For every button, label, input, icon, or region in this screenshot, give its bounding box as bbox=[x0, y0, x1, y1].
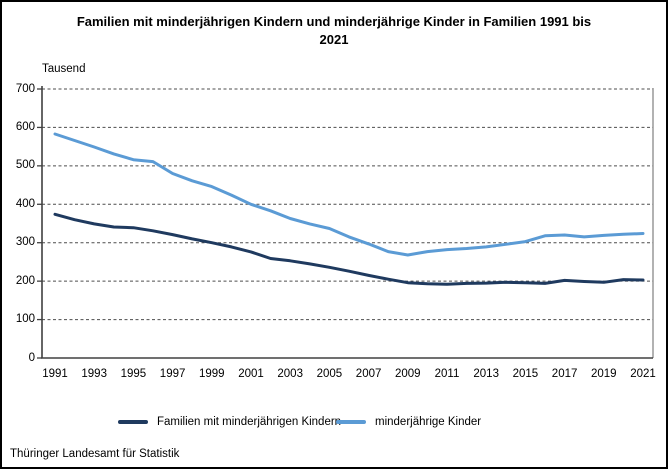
chart-legend: Familien mit minderjährigen Kindern mind… bbox=[2, 413, 666, 431]
legend-label-kinder: minderjährige Kinder bbox=[375, 416, 482, 428]
y-axis-unit-label: Tausend bbox=[42, 63, 86, 75]
familien-line-marker-icon bbox=[118, 420, 148, 424]
series-line-kinder bbox=[53, 132, 645, 257]
legend-item-familien: Familien mit minderjährigen Kindern bbox=[118, 413, 341, 431]
source-attribution: Thüringer Landesamt für Statistik bbox=[10, 448, 180, 460]
legend-label-familien: Familien mit minderjährigen Kindern bbox=[157, 416, 342, 428]
kinder-line-marker-icon bbox=[336, 420, 366, 424]
chart-title: Familien mit minderjährigen Kindern und … bbox=[76, 14, 592, 47]
series-line-familien bbox=[53, 212, 645, 286]
legend-item-kinder: minderjährige Kinder bbox=[336, 413, 481, 431]
